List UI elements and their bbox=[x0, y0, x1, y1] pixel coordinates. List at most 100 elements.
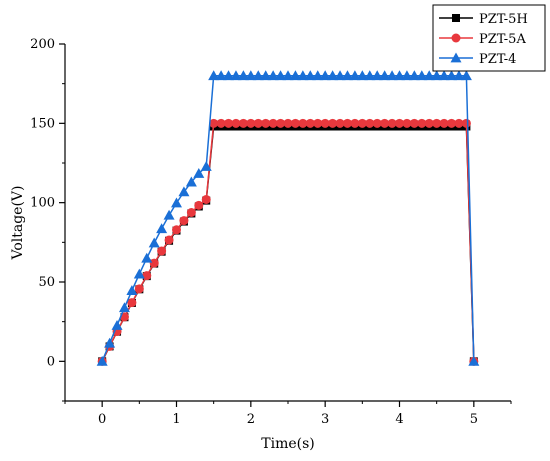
data-point bbox=[447, 118, 457, 128]
data-point bbox=[395, 118, 404, 128]
y-tick-label: 50 bbox=[38, 275, 55, 290]
data-point bbox=[290, 118, 300, 128]
data-point bbox=[335, 118, 345, 128]
data-point bbox=[148, 237, 160, 248]
data-point bbox=[157, 246, 167, 256]
data-point bbox=[237, 70, 249, 81]
data-point bbox=[96, 355, 108, 366]
data-point bbox=[171, 197, 182, 208]
data-point bbox=[408, 70, 420, 81]
data-point bbox=[386, 70, 398, 81]
y-tick-label: 100 bbox=[30, 196, 55, 211]
data-point bbox=[468, 355, 480, 366]
data-point bbox=[402, 118, 412, 128]
data-point bbox=[416, 70, 428, 81]
data-point bbox=[320, 118, 330, 128]
data-point bbox=[149, 258, 159, 268]
data-point bbox=[327, 70, 339, 81]
x-tick-label: 4 bbox=[395, 412, 403, 427]
data-point bbox=[193, 167, 205, 178]
data-point bbox=[118, 302, 130, 313]
data-point bbox=[194, 200, 204, 210]
data-point bbox=[230, 70, 242, 81]
x-tick-label: 0 bbox=[98, 412, 106, 427]
data-point bbox=[186, 208, 196, 218]
legend-label: PZT-5A bbox=[479, 32, 526, 47]
data-point bbox=[364, 70, 376, 81]
data-point bbox=[142, 271, 152, 281]
data-point bbox=[104, 337, 116, 348]
data-point bbox=[156, 223, 168, 234]
data-point bbox=[387, 118, 397, 128]
data-point bbox=[185, 176, 197, 187]
data-point bbox=[298, 118, 308, 128]
data-point bbox=[461, 118, 471, 128]
data-point bbox=[224, 118, 234, 128]
data-point bbox=[439, 118, 449, 128]
series-layer bbox=[96, 70, 480, 366]
x-axis-title: Time(s) bbox=[261, 436, 314, 452]
data-point bbox=[133, 268, 145, 279]
data-point bbox=[460, 70, 472, 81]
data-point bbox=[201, 194, 211, 204]
data-point bbox=[215, 70, 227, 81]
data-point bbox=[349, 70, 361, 81]
data-point bbox=[245, 70, 257, 81]
data-point bbox=[208, 70, 220, 81]
data-point bbox=[372, 118, 382, 128]
data-point bbox=[261, 118, 271, 128]
data-point bbox=[453, 70, 465, 81]
data-point bbox=[424, 118, 434, 128]
data-point bbox=[319, 70, 331, 81]
data-point bbox=[401, 70, 413, 81]
legend-swatch-marker bbox=[452, 14, 460, 22]
x-tick-label: 2 bbox=[247, 412, 255, 427]
data-point bbox=[127, 298, 137, 308]
data-point bbox=[334, 70, 346, 81]
y-tick-label: 150 bbox=[30, 116, 55, 131]
data-point bbox=[357, 118, 367, 128]
data-point bbox=[126, 285, 138, 295]
legend: PZT-5H PZT-5A PZT-4 bbox=[432, 4, 546, 72]
y-axis-title: Voltage(V) bbox=[10, 186, 26, 261]
data-point bbox=[342, 118, 352, 128]
data-point bbox=[297, 70, 309, 81]
data-point bbox=[216, 118, 226, 128]
data-point bbox=[379, 70, 391, 81]
data-point bbox=[246, 118, 256, 128]
data-point bbox=[200, 160, 212, 171]
data-point bbox=[268, 118, 278, 128]
data-point bbox=[417, 118, 427, 128]
data-point bbox=[341, 70, 353, 81]
data-point bbox=[252, 70, 264, 81]
data-point bbox=[179, 216, 189, 226]
data-point bbox=[409, 118, 419, 128]
data-point bbox=[394, 70, 405, 81]
data-point bbox=[432, 118, 442, 128]
data-point bbox=[446, 70, 458, 81]
data-point bbox=[275, 70, 287, 81]
series-line bbox=[101, 122, 475, 362]
data-point bbox=[305, 118, 315, 128]
data-point bbox=[164, 235, 174, 245]
y-tick-label: 0 bbox=[47, 354, 55, 369]
x-tick-label: 3 bbox=[321, 412, 329, 427]
data-point bbox=[172, 225, 181, 235]
data-point bbox=[276, 118, 286, 128]
data-point bbox=[111, 319, 123, 330]
data-point bbox=[163, 209, 175, 220]
y-tick-label: 200 bbox=[30, 37, 55, 52]
x-tick-label: 1 bbox=[172, 412, 180, 427]
data-point bbox=[289, 70, 301, 81]
data-point bbox=[253, 118, 263, 128]
data-point bbox=[312, 70, 324, 81]
x-tick-label: 5 bbox=[470, 412, 478, 427]
legend-label: PZT-4 bbox=[479, 52, 516, 67]
series-PZT-4 bbox=[96, 70, 480, 366]
data-point bbox=[431, 70, 443, 81]
data-point bbox=[356, 70, 368, 81]
data-point bbox=[267, 70, 279, 81]
data-point bbox=[260, 70, 272, 81]
data-point bbox=[209, 118, 219, 128]
